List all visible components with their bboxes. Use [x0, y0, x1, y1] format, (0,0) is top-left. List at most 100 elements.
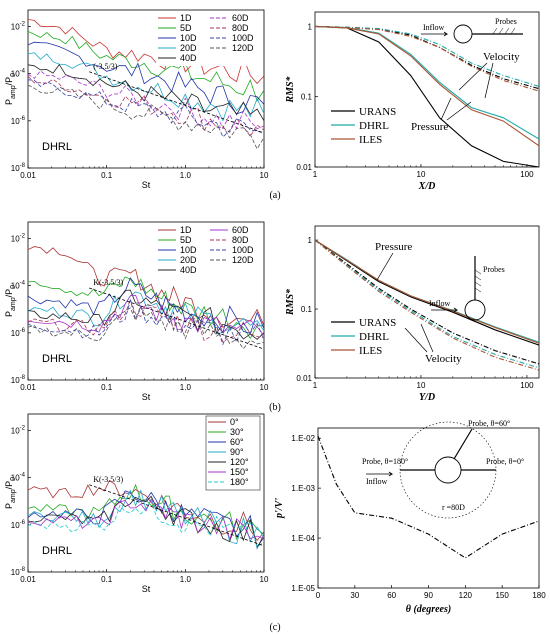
inset-radius-label: r =80D	[442, 503, 465, 512]
x-tick-label: 0.01	[20, 575, 36, 584]
x-tick-label: 90	[424, 591, 433, 600]
legend-label: DHRL	[359, 120, 389, 132]
chart-c-left: 0.01 0.1 1.0 10 10-2 10-4 10-6 10-8 K(-3.5/3) DHR…	[4, 413, 269, 594]
panel-method-label: DHRL	[42, 141, 72, 153]
inflow-arrow-icon	[366, 471, 394, 477]
x-axis-label: θ (degrees)	[406, 604, 451, 615]
legend-label: 40D	[180, 53, 197, 63]
x-axis-label: St	[142, 180, 151, 190]
series-line-ILES	[315, 25, 539, 147]
y-tick-label: 1	[308, 22, 313, 31]
series-group	[28, 479, 264, 550]
legend-label: 120D	[232, 43, 254, 53]
x-tick-label: 10	[417, 170, 426, 179]
legend-box	[156, 12, 260, 66]
chart-a-right: 1 10 100 1 0.1 0.01 RMS* X/D URANS DHRL ILES Veloci…	[285, 11, 540, 192]
x-axis-label: St	[142, 584, 151, 594]
inset-probes-label: Probes	[495, 17, 517, 26]
annotation-pressure: Pressure	[411, 121, 448, 133]
legend-label: 180°	[230, 477, 249, 487]
y-axis-label: Pamp/P0	[4, 477, 17, 509]
series-line-DHRL	[315, 239, 539, 343]
chart-b-left: 0.01 0.1 1.0 10 10-2 10-4 10-6 10-8 K(-3.5/3) DHR…	[4, 221, 269, 402]
series-group	[28, 19, 264, 150]
annotation-arrow	[484, 62, 494, 99]
series-line-URANS	[315, 25, 539, 167]
plot-frame	[27, 413, 265, 573]
y-tick-label: 10-2	[11, 233, 26, 243]
probe-arrow-icon	[474, 281, 482, 287]
probe-arrow-icon	[504, 27, 510, 35]
x-tick-label: 0.01	[20, 171, 36, 180]
series-line-40D	[28, 63, 264, 122]
y-axis-label: Pamp/P0	[4, 73, 17, 105]
series-line-60D	[28, 294, 264, 336]
x-tick-label: 0	[316, 591, 321, 600]
legend-label: URANS	[359, 317, 396, 329]
annotation-arrow	[376, 252, 394, 281]
series-line-5D	[28, 276, 264, 340]
series-line-100D	[28, 79, 264, 138]
annotation-arrow	[440, 97, 452, 121]
x-tick-label: 60	[387, 591, 396, 600]
x-axis-label: St	[142, 392, 151, 402]
legend-label: ILES	[359, 345, 382, 357]
probe-arrow-icon	[474, 269, 482, 275]
annotation-arrow	[446, 101, 472, 121]
y-tick-label: 10-4	[11, 473, 26, 483]
legend-label: 20D	[180, 255, 197, 265]
legend-label: 40D	[180, 265, 197, 275]
legend-box	[156, 224, 260, 278]
y-axis-label: Pamp/P0	[4, 285, 17, 317]
series-line-10D	[28, 41, 264, 115]
legend-label: 80D	[232, 23, 249, 33]
annotation-arrow	[458, 62, 488, 91]
series-line-10D	[28, 277, 264, 334]
x-tick-label: 30	[350, 591, 359, 600]
legend-label: 150°	[230, 467, 249, 477]
panel-method-label: DHRL	[42, 353, 72, 365]
plot-frame	[314, 225, 540, 379]
legend: 0°30°60°90°120°150°180°	[205, 415, 261, 491]
chart-b-right: 1 10 100 1 0.1 0.01 RMS* Y/D URANS DHRL ILES Pressu…	[285, 225, 540, 403]
x-tick-label: 0.01	[20, 383, 36, 392]
annotation-velocity: Velocity	[425, 353, 462, 365]
legend-label: 100D	[232, 245, 254, 255]
legend-label: 100D	[232, 33, 254, 43]
y-tick-label: 10-6	[11, 520, 26, 530]
y-tick-label: 1	[308, 236, 313, 245]
y-tick-label: 0.01	[296, 163, 312, 172]
plot-frame	[314, 11, 540, 168]
cylinder-icon	[453, 24, 473, 44]
x-tick-label: 10	[260, 575, 269, 584]
x-tick-label: 180	[532, 591, 546, 600]
cylinder-icon	[434, 456, 462, 484]
y-tick-label: 0.01	[296, 374, 312, 383]
legend-label: 10D	[180, 33, 197, 43]
panel-caption: (a)	[269, 190, 280, 201]
x-tick-label: 1.0	[180, 383, 192, 392]
slope-line	[89, 71, 265, 134]
y-tick-label: 10-8	[11, 567, 26, 577]
x-tick-label: 1.0	[180, 575, 192, 584]
legend-label: DHRL	[359, 331, 389, 343]
legend-label: 30°	[230, 427, 244, 437]
x-axis-label: X/D	[418, 181, 436, 192]
y-tick-label: 1.E-03	[291, 484, 315, 493]
probe-arrow-icon	[510, 27, 516, 35]
annotation-arrow	[420, 323, 434, 353]
panel-caption: (c)	[269, 622, 280, 633]
legend-label: ILES	[359, 134, 382, 146]
series-group	[28, 246, 264, 350]
x-tick-label: 100	[520, 381, 534, 390]
series-line-30	[28, 483, 264, 541]
inset-probe-0-label: Probe, θ=0°	[486, 457, 524, 466]
y-tick-label: 0.1	[301, 93, 313, 102]
legend-label: 1D	[180, 13, 192, 23]
y-tick-label: 10-2	[11, 21, 26, 31]
x-tick-label: 10	[260, 171, 269, 180]
y-tick-label: 1.E-02	[291, 434, 315, 443]
